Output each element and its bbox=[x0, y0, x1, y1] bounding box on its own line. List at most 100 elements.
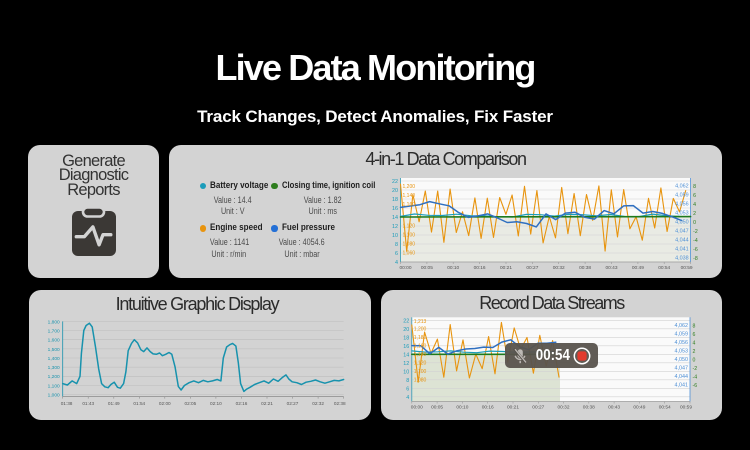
svg-text:4,050: 4,050 bbox=[675, 357, 689, 363]
svg-text:00:32: 00:32 bbox=[557, 405, 569, 411]
svg-text:00:49: 00:49 bbox=[632, 265, 644, 271]
svg-text:18: 18 bbox=[403, 335, 409, 341]
svg-text:00:43: 00:43 bbox=[605, 265, 617, 271]
svg-text:8: 8 bbox=[693, 184, 696, 190]
svg-text:22: 22 bbox=[403, 318, 409, 324]
svg-text:-2: -2 bbox=[693, 366, 698, 372]
svg-text:6: 6 bbox=[406, 386, 409, 392]
svg-text:00:00: 00:00 bbox=[411, 405, 423, 411]
svg-text:1,200: 1,200 bbox=[48, 374, 60, 380]
svg-text:1,200: 1,200 bbox=[414, 326, 427, 332]
svg-text:4: 4 bbox=[693, 340, 696, 346]
svg-text:4,059: 4,059 bbox=[675, 331, 689, 337]
svg-text:0: 0 bbox=[693, 220, 696, 226]
svg-text:4: 4 bbox=[395, 260, 398, 266]
svg-text:4,056: 4,056 bbox=[675, 202, 689, 208]
svg-text:00:54: 00:54 bbox=[659, 405, 671, 411]
svg-text:-6: -6 bbox=[693, 247, 698, 253]
svg-text:02:16: 02:16 bbox=[236, 401, 248, 406]
svg-text:18: 18 bbox=[392, 197, 398, 203]
svg-text:02:32: 02:32 bbox=[312, 401, 324, 406]
svg-text:00:05: 00:05 bbox=[431, 405, 443, 411]
svg-text:1,600: 1,600 bbox=[48, 338, 60, 344]
svg-text:00:27: 00:27 bbox=[532, 405, 544, 411]
svg-text:1,100: 1,100 bbox=[414, 369, 427, 375]
svg-text:10: 10 bbox=[403, 369, 409, 375]
svg-text:4,053: 4,053 bbox=[675, 211, 689, 217]
svg-text:2: 2 bbox=[693, 349, 696, 355]
svg-text:1,100: 1,100 bbox=[48, 383, 60, 389]
svg-text:-8: -8 bbox=[693, 256, 698, 262]
svg-text:6: 6 bbox=[395, 251, 398, 257]
svg-text:4,047: 4,047 bbox=[675, 365, 689, 371]
svg-text:12: 12 bbox=[403, 361, 409, 367]
svg-text:1,140: 1,140 bbox=[403, 193, 416, 199]
svg-text:00:59: 00:59 bbox=[680, 405, 692, 411]
svg-text:1,120: 1,120 bbox=[403, 224, 416, 230]
svg-text:-4: -4 bbox=[693, 374, 698, 380]
svg-text:1,300: 1,300 bbox=[48, 365, 60, 371]
svg-text:4,044: 4,044 bbox=[675, 238, 689, 244]
svg-text:6: 6 bbox=[693, 332, 696, 338]
svg-text:1,160: 1,160 bbox=[403, 202, 416, 208]
svg-text:1,700: 1,700 bbox=[48, 328, 60, 334]
svg-text:4,062: 4,062 bbox=[675, 184, 689, 190]
svg-text:4,056: 4,056 bbox=[675, 340, 689, 346]
svg-text:16: 16 bbox=[403, 344, 409, 350]
svg-text:1,213: 1,213 bbox=[414, 319, 427, 325]
svg-text:00:54: 00:54 bbox=[658, 265, 670, 271]
svg-text:4,041: 4,041 bbox=[675, 247, 689, 253]
svg-text:01:38: 01:38 bbox=[61, 401, 73, 406]
svg-text:01:49: 01:49 bbox=[108, 401, 120, 406]
svg-text:1,120: 1,120 bbox=[414, 360, 427, 366]
svg-text:4,053: 4,053 bbox=[675, 348, 689, 354]
svg-text:-4: -4 bbox=[693, 238, 698, 244]
svg-text:02:10: 02:10 bbox=[210, 401, 222, 406]
svg-text:4,038: 4,038 bbox=[675, 256, 689, 262]
svg-text:1,200: 1,200 bbox=[403, 184, 416, 190]
svg-text:00:32: 00:32 bbox=[553, 265, 565, 271]
svg-text:6: 6 bbox=[693, 193, 696, 199]
svg-text:22: 22 bbox=[392, 179, 398, 185]
svg-text:-2: -2 bbox=[693, 229, 698, 235]
svg-text:1,080: 1,080 bbox=[403, 242, 416, 248]
svg-text:1,060: 1,060 bbox=[403, 251, 416, 257]
svg-text:1,400: 1,400 bbox=[48, 356, 60, 362]
svg-text:02:21: 02:21 bbox=[261, 401, 273, 406]
svg-text:1,140: 1,140 bbox=[414, 352, 427, 358]
svg-text:-6: -6 bbox=[693, 383, 698, 389]
svg-text:1,000: 1,000 bbox=[48, 393, 60, 399]
svg-text:1,500: 1,500 bbox=[48, 347, 60, 353]
svg-text:00:49: 00:49 bbox=[633, 405, 645, 411]
svg-text:10: 10 bbox=[392, 233, 398, 239]
svg-text:4,041: 4,041 bbox=[675, 382, 689, 388]
svg-text:1,800: 1,800 bbox=[48, 319, 60, 325]
svg-text:1,160: 1,160 bbox=[414, 343, 427, 349]
svg-text:00:38: 00:38 bbox=[583, 405, 595, 411]
svg-text:00:43: 00:43 bbox=[608, 405, 620, 411]
svg-text:8: 8 bbox=[406, 378, 409, 384]
svg-text:00:38: 00:38 bbox=[579, 265, 591, 271]
svg-text:00:59: 00:59 bbox=[681, 265, 693, 271]
svg-text:1,100: 1,100 bbox=[403, 233, 416, 239]
svg-text:16: 16 bbox=[392, 206, 398, 212]
svg-text:00:10: 00:10 bbox=[456, 405, 468, 411]
svg-text:4,047: 4,047 bbox=[675, 229, 689, 235]
svg-text:02:05: 02:05 bbox=[185, 401, 197, 406]
svg-text:00:21: 00:21 bbox=[500, 265, 512, 271]
svg-text:0: 0 bbox=[693, 357, 696, 363]
svg-text:02:27: 02:27 bbox=[287, 401, 299, 406]
svg-text:02:38: 02:38 bbox=[334, 401, 346, 406]
svg-text:00:00: 00:00 bbox=[400, 265, 412, 271]
svg-text:00:16: 00:16 bbox=[474, 265, 486, 271]
svg-text:4: 4 bbox=[693, 202, 696, 208]
svg-text:1,080: 1,080 bbox=[414, 377, 427, 383]
svg-text:4,050: 4,050 bbox=[675, 220, 689, 226]
svg-text:8: 8 bbox=[395, 242, 398, 248]
svg-text:14: 14 bbox=[392, 215, 398, 221]
svg-text:4,044: 4,044 bbox=[675, 374, 689, 380]
svg-text:01:54: 01:54 bbox=[133, 401, 145, 406]
svg-text:8: 8 bbox=[693, 323, 696, 329]
svg-text:4,062: 4,062 bbox=[675, 323, 689, 329]
svg-text:12: 12 bbox=[392, 224, 398, 230]
